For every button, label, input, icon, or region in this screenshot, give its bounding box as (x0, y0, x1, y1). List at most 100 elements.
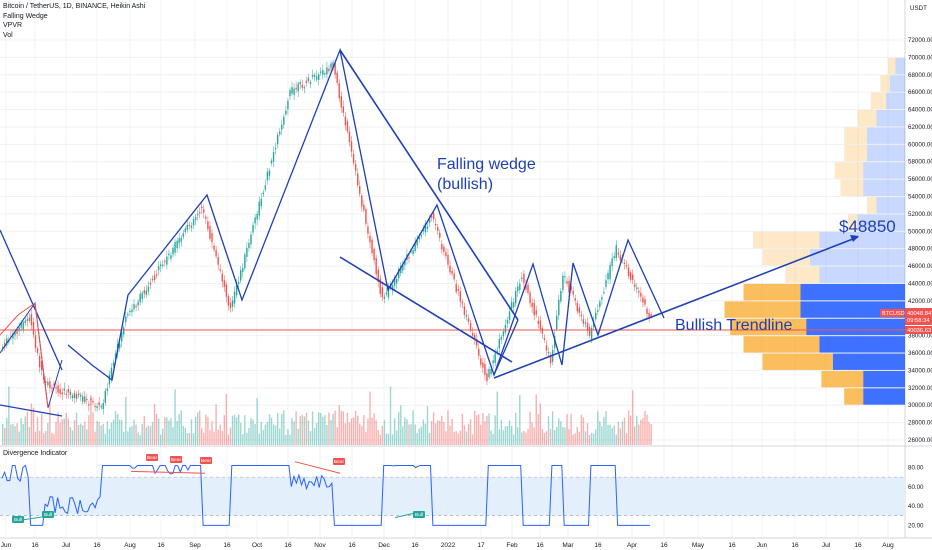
volume-bar (106, 421, 109, 445)
price-axis-tick: 64000.00 (908, 107, 932, 114)
volume-bar (459, 430, 461, 445)
candle-body (533, 302, 535, 316)
volume-bar (348, 422, 351, 445)
bear-label: Bear (170, 456, 182, 463)
divergence-label-text: Bear (171, 457, 182, 463)
vpvr-sell-bar (724, 301, 801, 318)
bear-label: Bear (200, 457, 212, 464)
candle-body (478, 348, 480, 356)
price-axis-tick: 44000.00 (908, 280, 932, 287)
time-axis-tick: Sep (189, 542, 201, 549)
candle-body (638, 291, 640, 293)
candle-body (209, 226, 211, 239)
price-axis[interactable]: USDT 72000.00 70000.00 68000.00 66000.00 6400… (908, 5, 932, 444)
volume-bar (508, 420, 511, 445)
candle-body (543, 338, 546, 340)
candle-body (447, 254, 449, 265)
target-price-label[interactable]: $48850 (839, 217, 896, 236)
symbol-title[interactable]: Bitcoin / TetherUS, 1D, BINANCE, Heikin … (3, 3, 146, 10)
bull-label: Bull (12, 516, 24, 523)
candle-body (473, 334, 476, 340)
time-axis-tick: Nov (314, 542, 326, 549)
volume-bar (367, 418, 369, 445)
price-axis-tick: 50000.00 (908, 228, 932, 235)
rsi-axis[interactable]: 80.00 60.00 40.00 20.00 (908, 464, 924, 529)
volume-bar (51, 433, 53, 445)
vpvr-sell-bar (870, 92, 886, 110)
volume-bar (61, 419, 63, 445)
candle-body (459, 291, 461, 302)
candle-body (2, 346, 4, 349)
volume-bar (389, 386, 392, 445)
candle-body (564, 276, 566, 278)
candle-body (562, 275, 564, 291)
candle-body (465, 314, 468, 317)
volume-bar (383, 419, 386, 445)
candle-body (629, 272, 632, 280)
volume-bar (338, 404, 340, 445)
candle-body (307, 77, 310, 82)
volume-bar (500, 419, 503, 445)
candle-body (375, 257, 377, 275)
candle-body (398, 268, 400, 279)
candle-body (451, 270, 453, 274)
indicator-vol[interactable]: Vol (3, 31, 13, 39)
candle-body (597, 310, 599, 312)
candle-body (457, 288, 459, 291)
time-axis-tick: 16 (791, 542, 799, 549)
vpvr-sell-bar (753, 231, 820, 249)
volume-bar (53, 434, 55, 445)
volume-bar (336, 427, 338, 445)
volume-bar (104, 433, 106, 445)
candle-body (246, 247, 248, 257)
falling-wedge-label[interactable]: Falling wedge (437, 156, 536, 173)
candle-body (613, 256, 615, 259)
candle-body (121, 332, 123, 342)
candle-body (192, 219, 195, 226)
volume-bar (174, 389, 176, 445)
candle-body (379, 278, 381, 295)
volume-bar (560, 421, 562, 445)
volume-bar (467, 423, 470, 445)
volume-bar (556, 426, 558, 445)
falling-wedge-sublabel[interactable]: (bullish) (437, 176, 493, 193)
volume-bar (205, 414, 207, 445)
candle-body (149, 282, 152, 285)
bullish-trendline-label[interactable]: Bullish Trendline (675, 317, 793, 334)
candle-body (270, 160, 273, 164)
time-axis[interactable]: Jun 16 Jul 16 Aug 16 Sep 16 Oct 16 Nov 16 Dec 16 2022 1… (1, 542, 894, 549)
volume-bar (192, 433, 195, 445)
candle-body (387, 287, 390, 298)
indicator-falling-wedge[interactable]: Falling Wedge (3, 12, 48, 20)
volume-bar (77, 424, 80, 445)
candle-body (198, 212, 201, 214)
volume-bar (172, 427, 174, 445)
candle-body (305, 80, 308, 83)
price-axis-tick: 58000.00 (908, 159, 932, 166)
volume-bar (504, 426, 507, 445)
candle-body (276, 134, 279, 145)
volume-bar (568, 429, 570, 445)
volume-bar (320, 412, 322, 445)
volume-bar (623, 417, 626, 445)
candle-body (203, 209, 205, 213)
candle-body (642, 297, 644, 303)
vpvr-buy-bar (889, 75, 905, 92)
indicator-vpvr[interactable]: VPVR (3, 22, 23, 29)
volume-bar (566, 414, 568, 445)
volume-bar (615, 434, 617, 445)
volume-bar (65, 412, 68, 445)
candle-body (69, 391, 72, 395)
time-axis-tick: 16 (854, 542, 862, 549)
candle-body (350, 141, 353, 152)
pattern-lines[interactable] (0, 47, 859, 417)
subpane-title[interactable]: Divergence Indicator (3, 450, 68, 457)
time-axis-tick: Jun (1, 542, 12, 549)
volume-bar (12, 423, 14, 445)
symbol-tag: BTCUSDT (882, 311, 909, 317)
volume-bar (295, 411, 297, 445)
candle-body (463, 306, 466, 315)
volume-bar (43, 433, 45, 445)
volume-bar (603, 417, 605, 445)
